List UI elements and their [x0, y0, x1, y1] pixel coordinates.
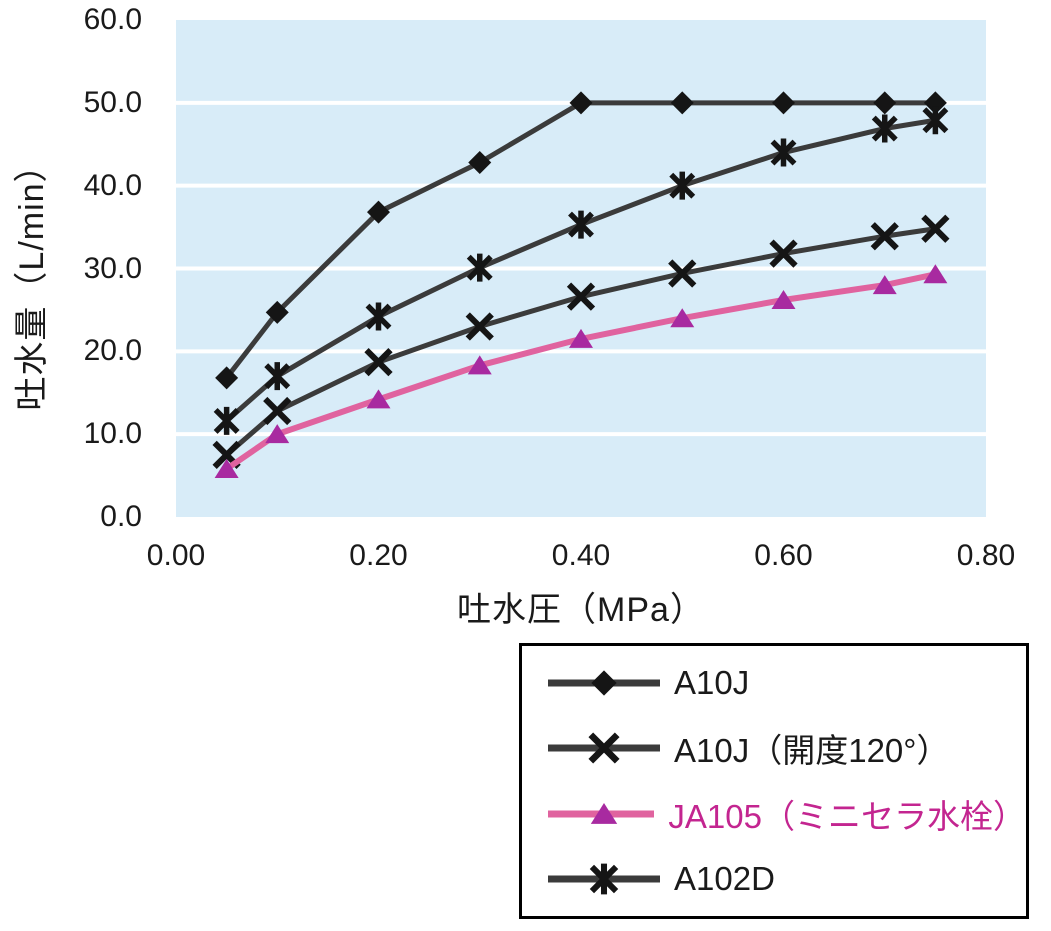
- legend-label-a10j-kaido-120: A10J（開度120°）: [674, 732, 950, 770]
- plot-area: [176, 20, 986, 517]
- marker-ja105-minicera-4: [569, 328, 593, 348]
- y-tick-60.0: 60.0: [83, 3, 142, 36]
- marker-a10j-7: [873, 91, 897, 115]
- marker-a102d-2: [365, 302, 392, 331]
- y-tick-30.0: 30.0: [83, 251, 142, 285]
- marker-ja105-minicera-1: [265, 424, 290, 444]
- y-tick-50.0: 50.0: [83, 85, 142, 119]
- legend-item-a102d: A102D: [522, 855, 1026, 903]
- marker-ja105-minicera-8: [923, 264, 948, 284]
- marker-a10j-8: [923, 91, 947, 115]
- marker-a10j-kaido-120-2: [364, 347, 393, 377]
- y-tick-20.0: 20.0: [83, 334, 142, 368]
- marker-a102d-3: [466, 253, 493, 282]
- marker-a102d-7: [871, 114, 898, 143]
- legend-label-a10j: A10J: [674, 663, 750, 701]
- x-tick-0.00: 0.00: [146, 539, 206, 572]
- marker-a10j-6: [772, 91, 795, 115]
- marker-a10j-1: [265, 300, 289, 324]
- marker-ja105-minicera-5: [670, 308, 695, 328]
- marker-a10j-kaido-120-8: [921, 214, 950, 243]
- marker-ja105-minicera-6: [771, 289, 796, 309]
- marker-a102d-8: [922, 106, 949, 135]
- marker-a10j-0: [215, 366, 239, 390]
- marker-a102d-6: [770, 138, 797, 167]
- marker-a10j-kaido-120-1: [263, 396, 292, 426]
- marker-a10j-4: [569, 91, 593, 115]
- legend: A10J A10J（開度120°） JA105（ミニセラ水栓） A102D: [519, 643, 1029, 919]
- marker-a10j-kaido-120-3: [465, 312, 494, 341]
- legend-diamond-marker-icon: [548, 670, 660, 696]
- legend-label-a102d: A102D: [674, 860, 775, 898]
- legend-label-ja105-minicera: JA105（ミニセラ水栓）: [668, 797, 1026, 835]
- marker-a10j-3: [468, 150, 492, 174]
- x-tick-0.80: 0.80: [956, 539, 1016, 572]
- y-tick-40.0: 40.0: [83, 168, 142, 202]
- marker-a10j-kaido-120-4: [566, 282, 596, 311]
- x-tick-0.40: 0.40: [551, 539, 611, 572]
- legend-triangle-marker-icon: [548, 802, 655, 824]
- marker-a102d-0: [213, 406, 240, 435]
- marker-ja105-minicera-3: [467, 355, 492, 375]
- y-axis-title: 吐水量（L/min）: [13, 147, 51, 411]
- legend-item-ja105-minicera: JA105（ミニセラ水栓）: [522, 790, 1026, 838]
- y-tick-0.0: 0.0: [100, 500, 142, 533]
- marker-a102d-5: [669, 171, 696, 200]
- marker-ja105-minicera-7: [872, 275, 897, 295]
- legend-x-marker-icon: [548, 732, 660, 764]
- x-axis-title: 吐水圧（MPa）: [457, 591, 705, 629]
- marker-a10j-kaido-120-5: [668, 259, 697, 288]
- x-tick-0.60: 0.60: [754, 539, 813, 572]
- marker-a102d-1: [264, 362, 291, 391]
- legend-item-a10j-kaido-120: A10J（開度120°）: [522, 724, 1026, 772]
- y-tick-10.0: 10.0: [83, 417, 142, 451]
- marker-a10j-kaido-120-6: [769, 239, 798, 268]
- marker-a10j-2: [367, 200, 390, 224]
- marker-ja105-minicera-2: [366, 389, 391, 409]
- marker-a10j-kaido-120-7: [870, 222, 899, 251]
- legend-item-a10j: A10J: [522, 659, 1026, 707]
- x-tick-0.20: 0.20: [349, 539, 408, 572]
- legend-asterisk-marker-icon: [548, 863, 660, 895]
- marker-a10j-5: [670, 91, 694, 115]
- marker-a102d-4: [568, 210, 594, 239]
- marker-ja105-minicera-0: [214, 458, 239, 478]
